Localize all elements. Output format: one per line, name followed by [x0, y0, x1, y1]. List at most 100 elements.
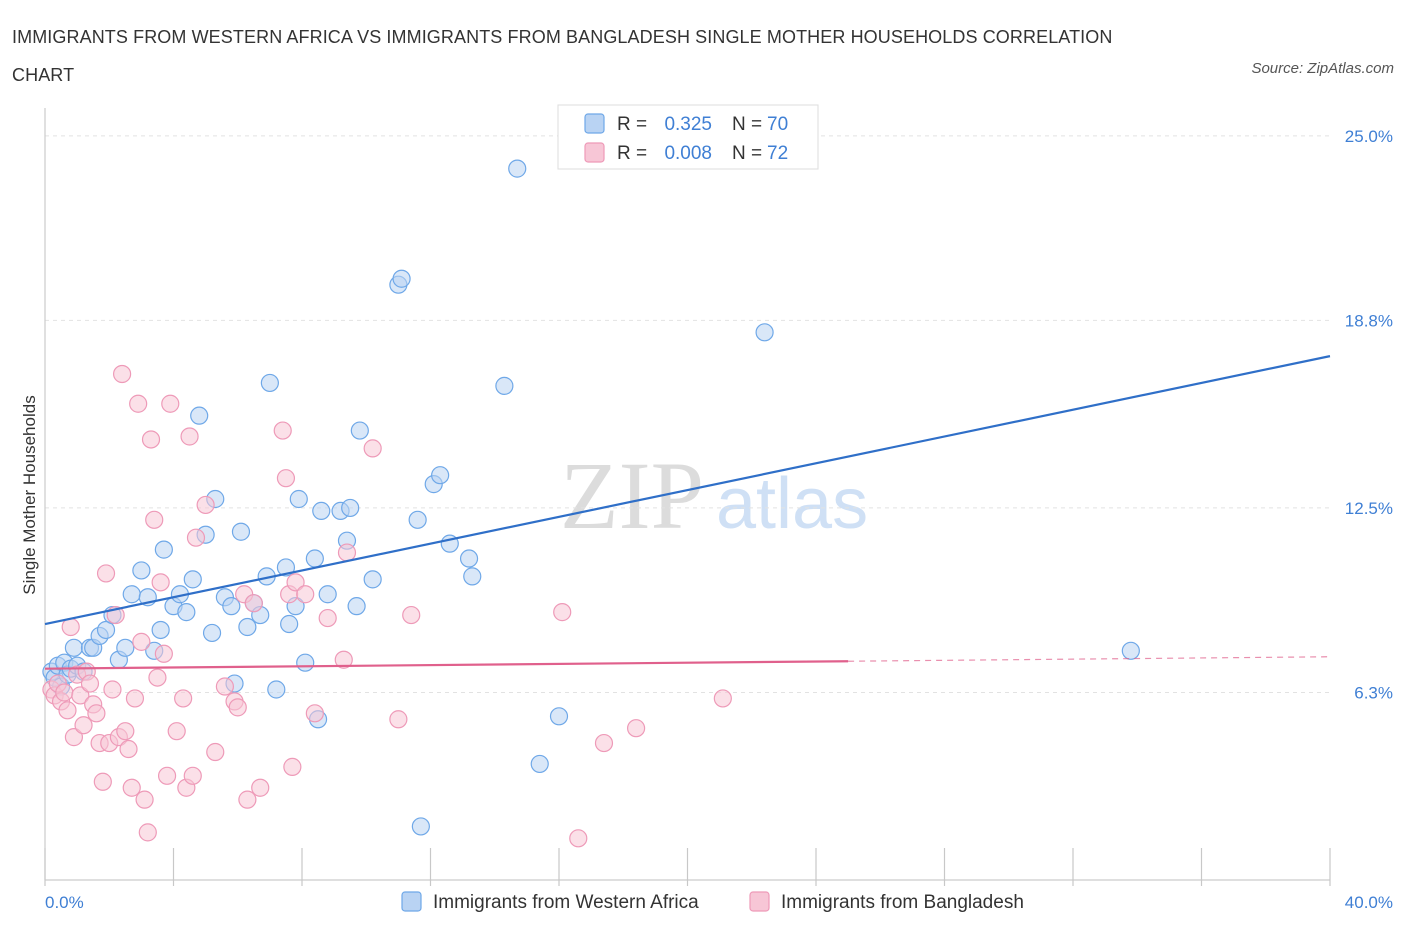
- point-western-africa: [177, 603, 196, 622]
- point-bangladesh: [402, 605, 421, 625]
- point-bangladesh: [337, 543, 357, 562]
- watermark: ZIP atlas: [560, 442, 868, 549]
- n-label: N =: [732, 143, 762, 164]
- point-western-africa: [267, 680, 286, 699]
- point-bangladesh: [74, 716, 93, 735]
- point-bangladesh: [206, 742, 225, 762]
- point-bangladesh: [157, 766, 177, 785]
- point-western-africa: [305, 549, 324, 568]
- point-bangladesh: [122, 778, 141, 797]
- point-western-africa: [549, 707, 569, 726]
- point-bangladesh: [80, 674, 100, 693]
- point-bangladesh: [363, 439, 382, 458]
- point-western-africa: [260, 373, 279, 393]
- point-bangladesh: [167, 722, 186, 741]
- data-points: [42, 159, 1140, 848]
- watermark-atlas: atlas: [716, 464, 868, 544]
- legend-swatch: [401, 891, 422, 912]
- point-western-africa: [1121, 641, 1140, 660]
- y-tick-label: 25.0%: [1345, 127, 1393, 146]
- point-bangladesh: [196, 495, 215, 515]
- point-western-africa: [122, 585, 141, 604]
- point-western-africa: [363, 570, 382, 589]
- stats-swatch: [584, 113, 605, 134]
- point-western-africa: [132, 561, 151, 580]
- point-western-africa: [312, 501, 331, 521]
- point-bangladesh: [626, 719, 646, 738]
- point-bangladesh: [96, 564, 116, 583]
- r-label: R =: [617, 143, 647, 164]
- point-bangladesh: [569, 829, 588, 848]
- axes: [44, 108, 1331, 886]
- x-tick-label: 0.0%: [45, 893, 84, 912]
- point-western-africa: [459, 549, 479, 568]
- point-bangladesh: [138, 823, 157, 842]
- point-bangladesh: [594, 733, 614, 753]
- n-value: 70: [767, 114, 788, 135]
- point-bangladesh: [180, 427, 199, 446]
- legend-label: Immigrants from Western Africa: [433, 892, 699, 913]
- point-western-africa: [289, 489, 308, 509]
- point-bangladesh: [174, 689, 193, 708]
- point-bangladesh: [148, 668, 167, 687]
- point-western-africa: [64, 638, 84, 657]
- point-bangladesh: [273, 421, 292, 440]
- point-western-africa: [183, 570, 202, 589]
- point-western-africa: [238, 617, 257, 637]
- point-western-africa: [190, 406, 209, 425]
- point-bangladesh: [125, 689, 145, 708]
- point-western-africa: [154, 540, 173, 559]
- point-bangladesh: [215, 677, 234, 696]
- trend-line-bangladesh: [44, 660, 849, 670]
- point-bangladesh: [183, 766, 202, 785]
- point-bangladesh: [141, 430, 161, 449]
- point-bangladesh: [151, 573, 170, 592]
- point-western-africa: [530, 754, 549, 774]
- source-label: Source: ZipAtlas.com: [1251, 60, 1394, 77]
- point-bangladesh: [64, 728, 84, 747]
- stats-legend: R = 0.325 N = 70 R = 0.008 N = 72: [557, 104, 819, 170]
- point-bangladesh: [244, 594, 263, 613]
- point-bangladesh: [145, 510, 164, 529]
- trend-lines: [44, 355, 1331, 670]
- chart-title: IMMIGRANTS FROM WESTERN AFRICA VS IMMIGR…: [12, 27, 1113, 85]
- point-western-africa: [341, 498, 360, 518]
- point-bangladesh: [228, 698, 247, 717]
- point-bangladesh: [553, 603, 572, 622]
- legend-label: Immigrants from Bangladesh: [781, 892, 1024, 913]
- point-bangladesh: [186, 528, 206, 547]
- legend-swatch: [749, 891, 770, 912]
- series-legend: Immigrants from Western Africa Immigrants…: [401, 891, 1024, 913]
- point-western-africa: [222, 597, 241, 616]
- point-bangladesh: [58, 701, 77, 720]
- point-bangladesh: [119, 739, 138, 759]
- point-bangladesh: [129, 394, 148, 413]
- point-western-africa: [392, 269, 411, 288]
- point-bangladesh: [276, 469, 296, 488]
- point-western-africa: [431, 466, 450, 485]
- point-western-africa: [411, 817, 430, 836]
- n-label: N =: [732, 114, 762, 135]
- tick-labels: 6.3% 12.5% 18.8% 25.0% 0.0% 40.0%: [45, 127, 1393, 912]
- point-western-africa: [202, 623, 222, 643]
- y-tick-label: 6.3%: [1354, 683, 1393, 702]
- r-label: R =: [617, 114, 647, 135]
- point-bangladesh: [286, 573, 305, 592]
- trend-line-bangladesh-extension: [848, 656, 1331, 662]
- x-tick-label: 40.0%: [1345, 893, 1393, 912]
- r-value: 0.008: [664, 143, 712, 164]
- point-western-africa: [116, 638, 135, 657]
- point-western-africa: [296, 653, 315, 672]
- point-bangladesh: [283, 757, 302, 776]
- point-western-africa: [508, 159, 527, 178]
- point-western-africa: [276, 558, 296, 577]
- point-western-africa: [231, 522, 251, 541]
- r-value: 0.325: [664, 114, 712, 135]
- y-tick-label: 18.8%: [1345, 311, 1393, 330]
- point-bangladesh: [296, 585, 315, 604]
- point-western-africa: [151, 620, 170, 640]
- point-bangladesh: [389, 710, 408, 729]
- point-western-africa: [495, 376, 514, 395]
- n-value: 72: [767, 143, 788, 164]
